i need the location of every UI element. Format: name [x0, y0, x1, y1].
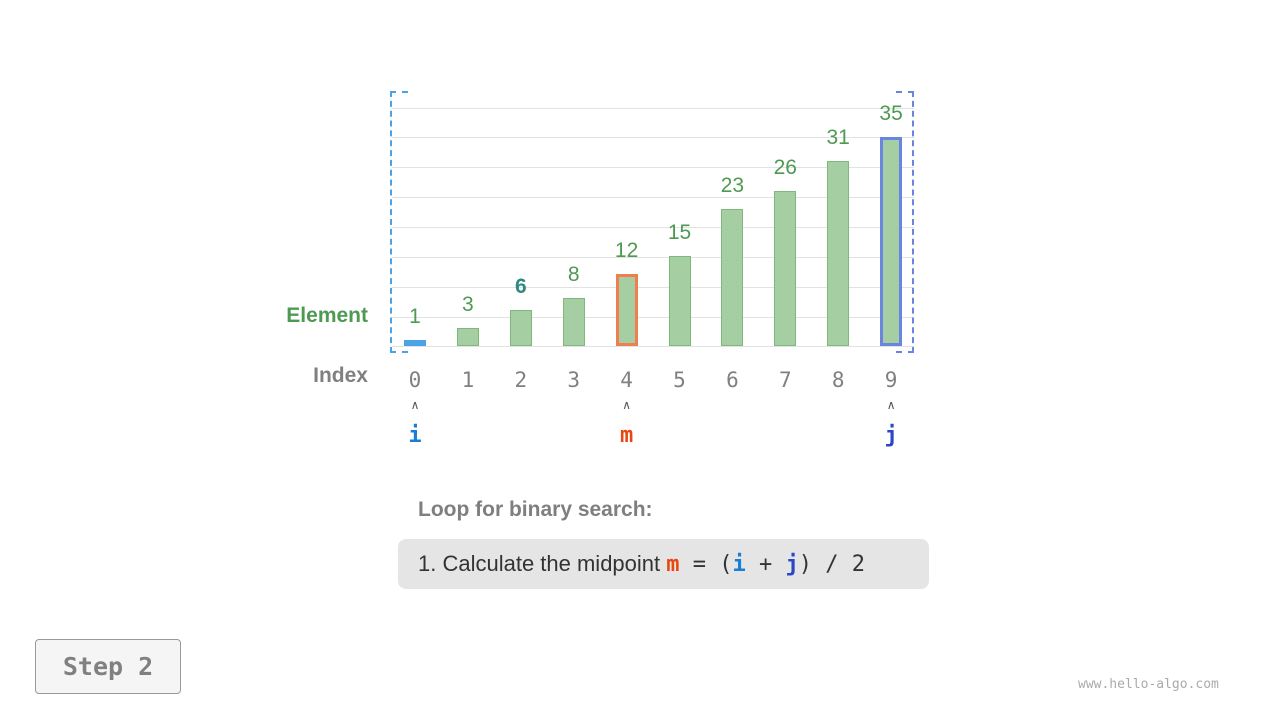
gridline [392, 346, 914, 347]
bar [562, 298, 585, 346]
index-label: 9 [884, 368, 898, 392]
bar [509, 310, 532, 346]
element-row-label: Element [286, 304, 368, 327]
bar [615, 274, 638, 346]
bar [668, 256, 691, 346]
bar [404, 340, 426, 346]
bar-value-label: 3 [462, 293, 474, 317]
bar-value-label: 8 [567, 263, 580, 287]
bar [774, 190, 797, 346]
bar-value-label: 12 [614, 239, 639, 263]
pointer-m: m [619, 423, 634, 448]
range-bracket-right [896, 91, 914, 353]
step-button[interactable]: Step 2 [35, 639, 181, 694]
formula-rest: ) / 2 [798, 552, 865, 577]
index-label: 6 [726, 368, 739, 392]
pointer-i: i [408, 423, 422, 448]
index-label: 3 [567, 368, 581, 392]
bar-value-label: 6 [514, 275, 527, 299]
bar-value-label: 26 [773, 155, 797, 179]
bar [456, 328, 479, 346]
bar-value-label: 35 [879, 102, 903, 126]
gridline [392, 137, 914, 138]
gridline [392, 197, 914, 198]
gridline [392, 257, 914, 258]
formula-m: m [666, 552, 680, 577]
index-label: 2 [514, 368, 528, 392]
step-text: 1. Calculate the midpoint [418, 551, 661, 576]
caption-title: Loop for binary search: [418, 498, 653, 521]
formula-plus: + [745, 552, 786, 577]
gridline [392, 227, 914, 228]
gridline [392, 287, 914, 288]
index-label: 5 [673, 368, 686, 392]
bar-value-label: 23 [720, 173, 745, 197]
index-label: 4 [620, 368, 633, 392]
bar-value-label: 15 [667, 221, 692, 245]
j-pointer-arrow-icon: ∧ [886, 398, 896, 412]
gridline [392, 317, 914, 318]
i-pointer-arrow-icon: ∧ [410, 398, 420, 412]
bar [880, 137, 903, 346]
formula-eq: = ( [679, 552, 733, 577]
watermark: www.hello-algo.com [1078, 677, 1219, 692]
gridline [392, 167, 914, 168]
gridline [392, 108, 914, 109]
formula-j: j [785, 552, 799, 577]
bar [827, 160, 850, 346]
pointer-j: j [884, 423, 898, 448]
bar [721, 208, 744, 346]
bar-value-label: 31 [826, 125, 850, 149]
index-label: 7 [778, 368, 792, 392]
m-pointer-arrow-icon: ∧ [622, 398, 631, 412]
index-label: 0 [408, 368, 422, 392]
index-label: 1 [461, 368, 475, 392]
index-label: 8 [831, 368, 845, 392]
range-bracket-left [390, 91, 408, 353]
step-description: 1. Calculate the midpoint m = (i + j) / … [398, 539, 929, 589]
formula-i: i [732, 552, 746, 577]
bar-value-label: 1 [409, 305, 421, 328]
index-row-label: Index [313, 364, 368, 387]
